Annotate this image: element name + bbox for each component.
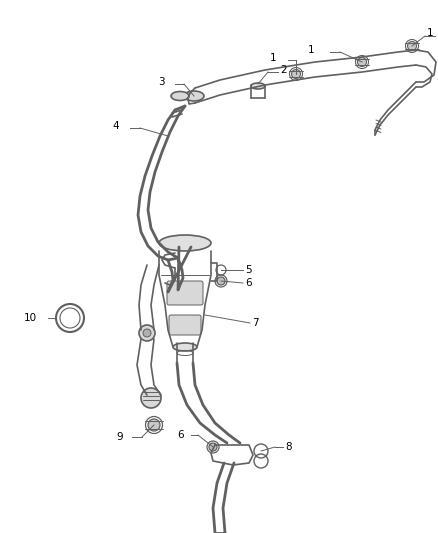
Circle shape [141, 388, 161, 408]
Text: 2: 2 [280, 65, 286, 75]
Text: 6: 6 [177, 430, 184, 440]
Circle shape [139, 325, 155, 341]
Circle shape [407, 42, 417, 51]
Ellipse shape [159, 235, 211, 251]
FancyBboxPatch shape [167, 281, 203, 305]
Ellipse shape [251, 83, 265, 89]
FancyBboxPatch shape [169, 315, 201, 335]
Text: 10: 10 [24, 313, 37, 323]
Text: 1: 1 [427, 28, 434, 38]
Ellipse shape [173, 343, 197, 351]
Circle shape [143, 329, 151, 337]
Text: 5: 5 [245, 265, 251, 275]
Circle shape [292, 69, 300, 78]
Text: 7: 7 [252, 318, 258, 328]
Ellipse shape [171, 92, 189, 101]
Ellipse shape [184, 91, 204, 101]
Text: 6: 6 [245, 278, 251, 288]
Text: 1: 1 [308, 45, 314, 55]
Text: 9: 9 [116, 432, 123, 442]
Circle shape [217, 277, 225, 285]
Text: 1: 1 [270, 53, 277, 63]
Circle shape [357, 58, 367, 67]
Circle shape [209, 443, 217, 451]
Text: 4: 4 [112, 121, 119, 131]
Circle shape [148, 419, 160, 431]
Text: 8: 8 [285, 442, 292, 452]
Text: 3: 3 [158, 77, 165, 87]
